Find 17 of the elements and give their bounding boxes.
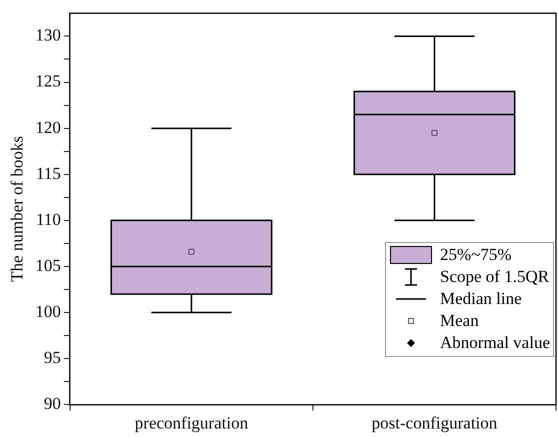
y-tick-label: 120 (35, 118, 61, 137)
x-tick-label: preconfiguration (134, 413, 249, 432)
x-tick-label: post-configuration (372, 413, 498, 432)
y-tick-label: 110 (36, 210, 61, 229)
y-axis-title: The number of books (8, 136, 27, 282)
annotation: Median line (440, 288, 522, 310)
annotation: Mean (440, 310, 479, 332)
annotation: Abnormal value (440, 332, 550, 354)
y-tick-label: 90 (44, 394, 61, 414)
annotation: 25%~75% (440, 244, 512, 266)
annotation: Scope of 1.5QR (440, 266, 550, 288)
y-tick-label: 130 (35, 26, 61, 45)
y-tick-label: 115 (36, 164, 61, 183)
y-tick-label: 125 (35, 72, 61, 91)
y-tick-label: 100 (35, 302, 61, 321)
y-tick-label: 105 (35, 256, 61, 275)
y-tick-label: 95 (44, 348, 61, 368)
